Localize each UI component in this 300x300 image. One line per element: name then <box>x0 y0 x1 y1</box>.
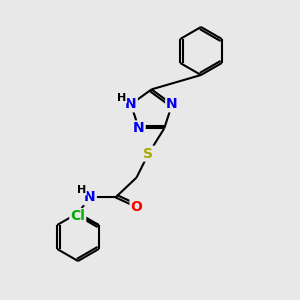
Text: N: N <box>133 122 145 136</box>
Text: H: H <box>117 93 127 103</box>
Text: O: O <box>130 200 142 214</box>
Text: H: H <box>77 185 86 195</box>
Text: S: S <box>143 147 154 160</box>
Text: N: N <box>84 190 96 204</box>
Text: Cl: Cl <box>70 209 85 223</box>
Text: N: N <box>166 97 178 111</box>
Text: N: N <box>125 97 137 111</box>
